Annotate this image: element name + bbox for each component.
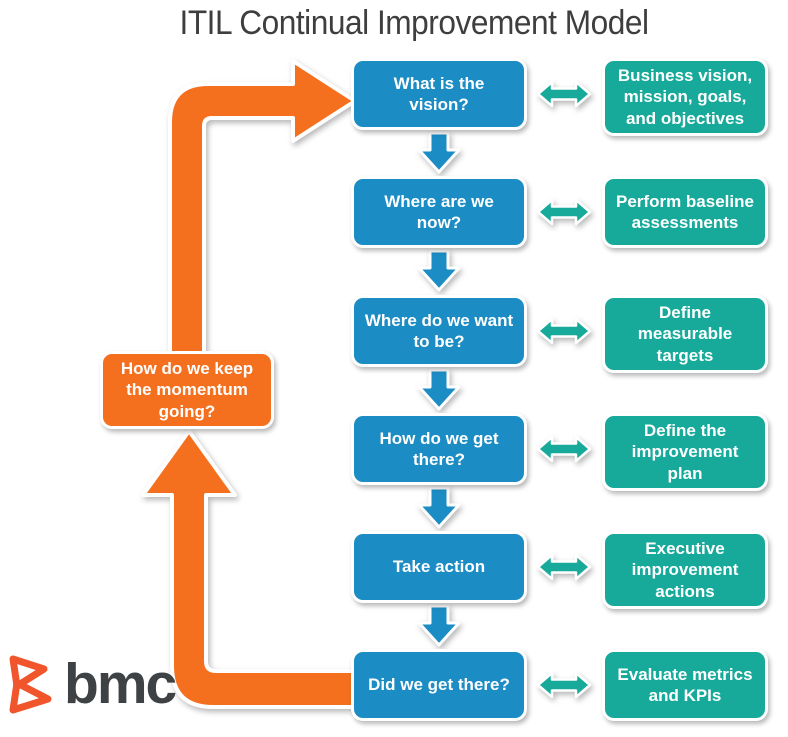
bmc-logo-text: bmc — [64, 652, 177, 716]
momentum-box: How do we keep the momentum going? — [100, 351, 274, 429]
practice-label: Define measurable targets — [637, 303, 733, 365]
practice-label: Evaluate metrics and KPIs — [617, 664, 753, 705]
left-right-double-arrow-icon — [536, 198, 592, 226]
down-block-arrow-icon — [417, 249, 461, 292]
question-label: How do we get there? — [379, 428, 499, 469]
question-box-action: Take action — [351, 531, 527, 603]
bmc-logo: bmc — [6, 651, 177, 717]
practice-label: Perform baseline assessments — [616, 191, 754, 232]
practice-box-metrics: Evaluate metrics and KPIs — [602, 649, 768, 721]
left-right-double-arrow-icon — [536, 435, 592, 463]
practice-label: Define the improvement plan — [631, 421, 739, 483]
question-box-target: Where do we want to be? — [351, 295, 527, 367]
question-label: Take action — [392, 557, 486, 577]
practice-box-targets: Define measurable targets — [602, 295, 768, 373]
question-box-check: Did we get there? — [351, 649, 527, 721]
left-right-double-arrow-icon — [536, 317, 592, 345]
question-label: What is the vision? — [393, 73, 485, 114]
down-block-arrow-icon — [417, 368, 461, 411]
practice-box-baseline: Perform baseline assessments — [602, 176, 768, 248]
bmc-chevrons-icon — [9, 655, 52, 714]
question-label: Where are we now? — [384, 191, 494, 232]
down-block-arrow-icon — [417, 604, 461, 647]
practice-label: Business vision, mission, goals, and obj… — [617, 66, 753, 128]
practice-label: Executive improvement actions — [631, 539, 739, 601]
down-block-arrow-icon — [417, 131, 461, 174]
question-label: Did we get there? — [368, 675, 510, 695]
question-label: Where do we want to be? — [364, 310, 514, 351]
left-right-double-arrow-icon — [536, 80, 592, 108]
practice-box-plan: Define the improvement plan — [602, 413, 768, 491]
question-box-how: How do we get there? — [351, 413, 527, 485]
practice-box-actions: Executive improvement actions — [602, 531, 768, 609]
down-block-arrow-icon — [417, 486, 461, 529]
question-box-now: Where are we now? — [351, 176, 527, 248]
question-box-vision: What is the vision? — [351, 58, 527, 130]
practice-box-vision: Business vision, mission, goals, and obj… — [602, 58, 768, 136]
left-right-double-arrow-icon — [536, 553, 592, 581]
left-right-double-arrow-icon — [536, 671, 592, 699]
momentum-label: How do we keep the momentum going? — [120, 359, 254, 421]
page-title: ITIL Continual Improvement Model — [179, 4, 649, 42]
